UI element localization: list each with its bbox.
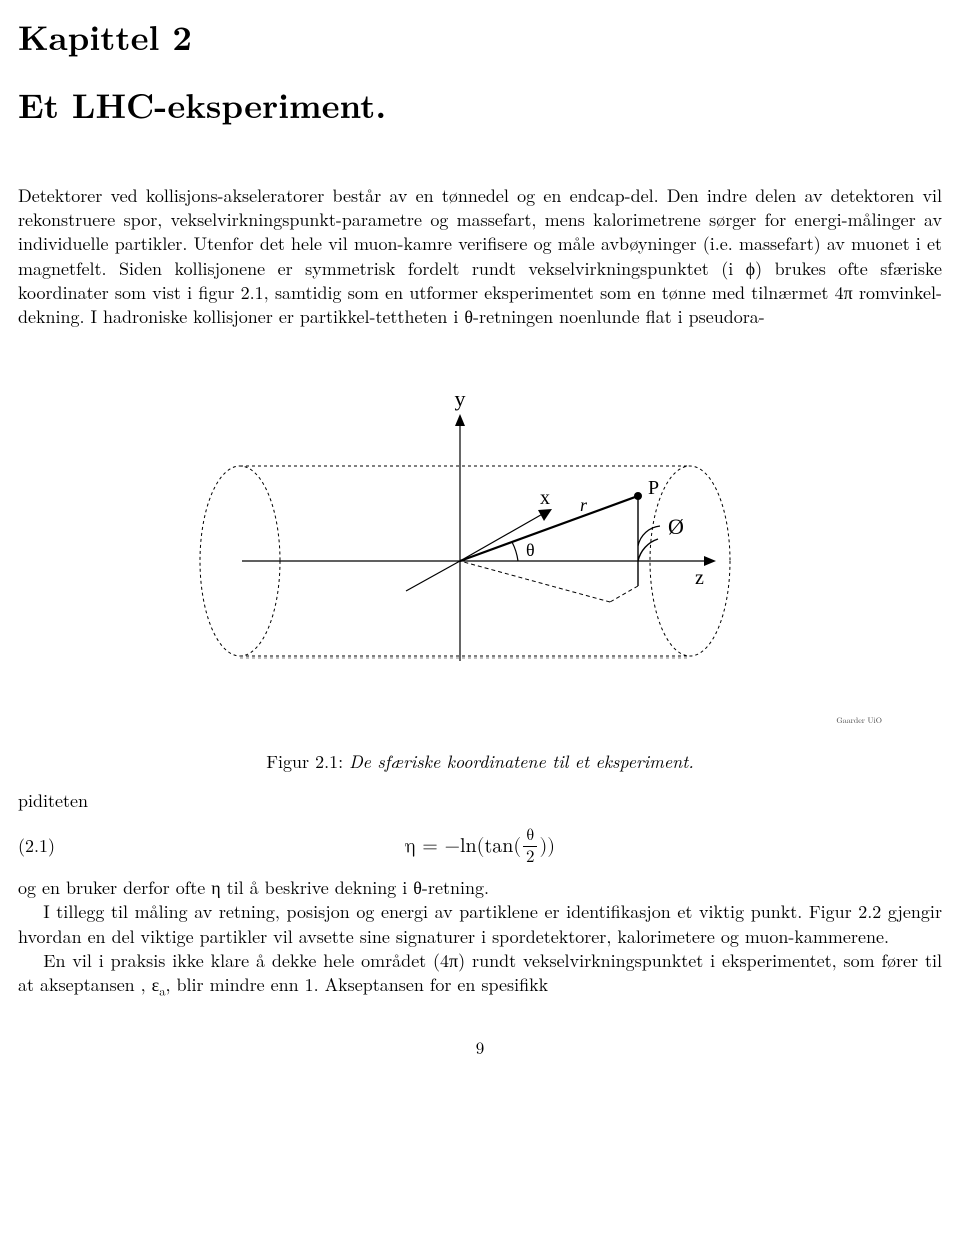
axis-label-z: z <box>695 567 704 589</box>
equation-body: η = −ln(tan( θ 2 )) <box>405 827 555 866</box>
fraction-denominator: 2 <box>526 847 535 866</box>
point-P: P <box>648 477 659 499</box>
label-phi: Ø <box>668 514 684 539</box>
figure-watermark: Gaarder UiO <box>836 716 882 727</box>
equation-lhs: η = −ln(tan( <box>405 833 521 860</box>
chapter-title: Et LHC-eksperiment. <box>18 82 942 128</box>
equation-number: (2.1) <box>18 834 108 858</box>
paragraph-4: En vil i praksis ikke klare å dekke hele… <box>18 949 942 1000</box>
chapter-label: Kapittel 2 <box>18 14 942 60</box>
coordinate-diagram: y z x P r θ Ø <box>170 356 790 716</box>
equation-2-1: (2.1) η = −ln(tan( θ 2 )) <box>18 827 942 866</box>
paragraph-3: I tillegg til måling av retning, posisjo… <box>18 900 942 949</box>
paragraph-2: og en bruker derfor ofte η til å beskriv… <box>18 876 942 900</box>
axis-label-x: x <box>540 487 550 509</box>
figure-caption: Figur 2.1: De sfæriske koordinatene til … <box>18 750 942 774</box>
paragraph-4-post: , blir mindre enn 1. Akseptansen for en … <box>166 972 549 997</box>
figure-2-1: y z x P r θ Ø Gaarder UiO <box>18 356 942 727</box>
figure-caption-text: De sfæriske koordinatene til et eksperim… <box>349 749 694 774</box>
figure-caption-prefix: Figur 2.1: <box>266 749 343 774</box>
label-theta: θ <box>526 540 535 560</box>
equation-fraction: θ 2 <box>523 827 537 866</box>
page-number: 9 <box>18 1036 942 1059</box>
axis-label-y: y <box>455 386 466 411</box>
orphan-continuation: piditeten <box>18 789 942 813</box>
paragraph-1: Detektorer ved kollisjons-akseleratorer … <box>18 184 942 330</box>
label-r: r <box>580 495 588 515</box>
fraction-numerator: θ <box>523 827 537 847</box>
equation-rhs: )) <box>539 833 555 860</box>
